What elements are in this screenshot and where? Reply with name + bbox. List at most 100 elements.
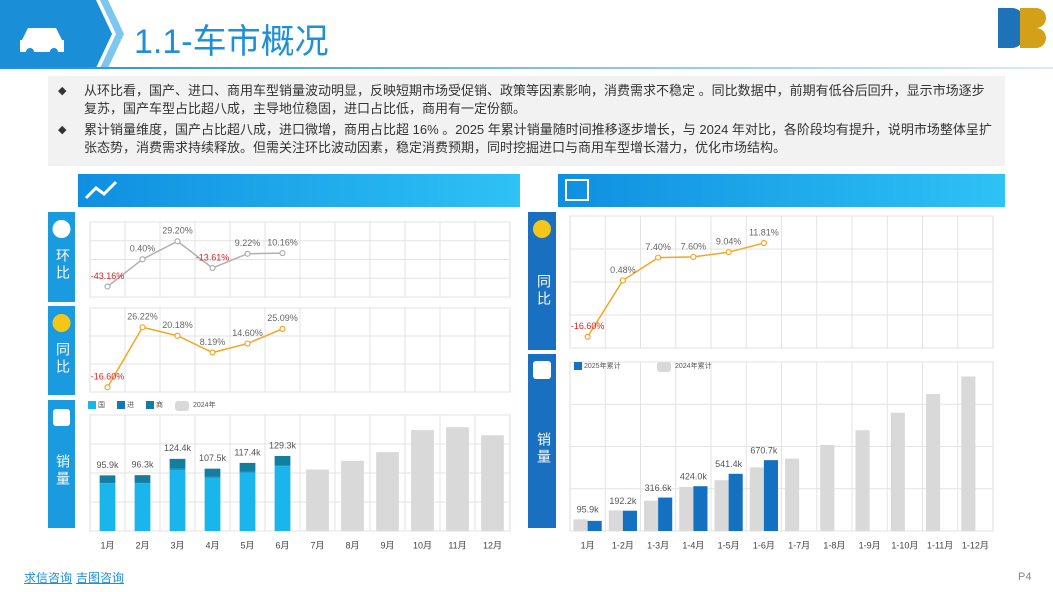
x-tick-label: 1-12月 (962, 540, 989, 550)
footer-links: 求信咨询 吉图咨询 (24, 569, 128, 586)
total-label: 96.3k (131, 460, 154, 470)
data-label: 0.48% (610, 265, 636, 275)
data-label: -16.60% (91, 372, 125, 382)
banner-text: 本期月度销量国产86.52%，进口1.14%，商用12.34%。 (140, 9, 461, 24)
point (725, 249, 732, 256)
logo (998, 8, 1046, 48)
bullet: 从环比看，国产、进口、商用车型销量波动明显，反映短期市场受促销、政策等因素影响，… (58, 82, 995, 118)
legend-label: 进 (127, 401, 134, 409)
bar (658, 497, 673, 531)
point (760, 239, 767, 247)
bar (728, 473, 743, 531)
point (139, 256, 146, 263)
comparison-bar (714, 480, 729, 531)
legend-swatch (574, 362, 582, 370)
data-label: 192.2k (609, 496, 637, 506)
bar (169, 468, 186, 470)
data-label: 10.16% (267, 238, 298, 248)
panel-icon (53, 409, 70, 426)
point (655, 254, 662, 261)
car-icon (20, 28, 64, 56)
line (107, 240, 283, 288)
comparison-bar (573, 519, 588, 531)
data-label: 20.18% (162, 320, 193, 330)
bar (274, 466, 291, 531)
data-label: 29.20% (162, 226, 193, 236)
x-tick-label: 1-9月 (859, 540, 881, 550)
point (244, 250, 251, 257)
bar (239, 472, 256, 531)
data-label: 9.22% (235, 238, 261, 248)
data-label: 8.19% (200, 337, 226, 347)
legend-swatch (146, 401, 154, 409)
panel-label: 同比 (536, 274, 552, 308)
data-label: -43.16% (91, 271, 125, 281)
x-tick-label: 9月 (380, 540, 394, 550)
bar (99, 482, 116, 484)
legend-label: 2024年累计 (675, 361, 712, 370)
bar (693, 486, 708, 531)
banner-box (558, 174, 1005, 207)
data-label: 541.4k (715, 459, 743, 469)
point (690, 253, 697, 261)
footer-link[interactable]: 求信咨询 (24, 571, 73, 585)
data-label: 7.60% (681, 241, 707, 251)
footer-link[interactable]: 吉图咨询 (76, 571, 125, 585)
x-tick-label: 1-3月 (647, 540, 669, 550)
x-tick-label: 1-2月 (612, 540, 634, 550)
bar (134, 482, 151, 484)
data-label: 25.09% (267, 313, 298, 323)
x-tick-label: 12月 (483, 540, 502, 550)
x-tick-label: 8月 (345, 540, 359, 550)
comparison-bar (411, 430, 434, 531)
x-tick-label: 1月 (100, 540, 114, 550)
point (104, 384, 111, 391)
legend-swatch (657, 362, 671, 372)
total-label: 129.3k (269, 440, 297, 450)
legend-label: 2025年累计 (584, 361, 621, 370)
point (104, 283, 111, 290)
bar (274, 456, 291, 466)
comparison-bar (341, 460, 364, 531)
bar (99, 475, 116, 483)
x-tick-label: 11月 (448, 540, 466, 550)
panel-label: 销量 (55, 454, 71, 488)
data-label: 26.22% (127, 312, 158, 322)
bar (204, 476, 221, 478)
header-line (0, 67, 1053, 69)
x-tick-label: 1-8月 (823, 540, 845, 550)
x-tick-label: 1-6月 (753, 540, 775, 550)
panel-icon (533, 220, 551, 238)
legend-swatch (88, 401, 96, 409)
x-tick-label: 1-10月 (891, 540, 918, 550)
bar (169, 469, 186, 531)
banner-icon (565, 179, 589, 201)
point (174, 332, 181, 339)
panel-icon (52, 314, 71, 332)
bar (134, 483, 151, 531)
x-tick-label: 5月 (240, 540, 254, 550)
panel-label: 环比 (55, 248, 71, 282)
comparison-bar (446, 427, 469, 531)
comparison-bar (785, 458, 800, 531)
x-tick-label: 3月 (170, 540, 184, 550)
bullet: 累计销量维度，国产占比超八成，进口微增，商用占比超 16% 。2025 年累计销… (58, 121, 995, 157)
data-label: -16.60% (571, 321, 605, 331)
total-label: 95.9k (96, 460, 119, 470)
data-label: 670.7k (750, 446, 778, 456)
comparison-bar (376, 452, 399, 531)
comparison-bar (749, 467, 764, 531)
x-tick-label: 1月 (581, 540, 595, 550)
legend-label: 2024年 (193, 400, 216, 409)
data-label: 14.60% (232, 328, 263, 338)
panel-icon (533, 361, 551, 379)
point (209, 349, 216, 356)
comparison-bar (481, 435, 504, 531)
x-tick-label: 7月 (310, 540, 324, 550)
point (619, 277, 626, 284)
banner-text: 本期累计销量国产82.18%，进口1.36%，商用16.46%。 (624, 9, 945, 24)
point (174, 238, 181, 245)
x-tick-label: 1-4月 (682, 540, 704, 550)
x-tick-label: 1-7月 (788, 540, 810, 550)
